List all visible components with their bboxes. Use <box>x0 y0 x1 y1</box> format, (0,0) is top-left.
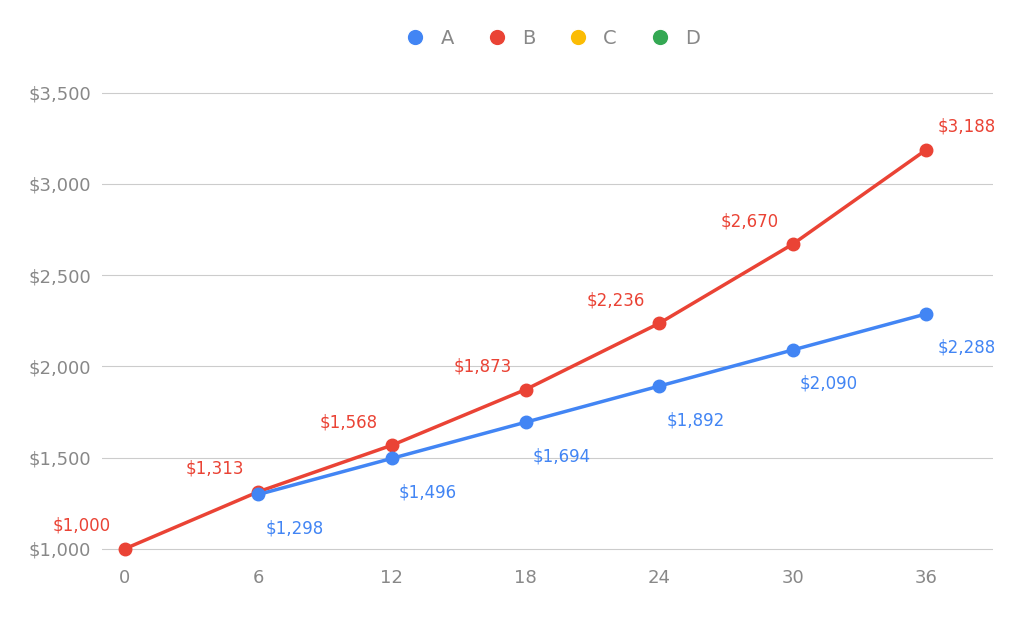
Text: $1,873: $1,873 <box>454 358 512 376</box>
Text: $1,313: $1,313 <box>186 460 245 478</box>
Text: $1,568: $1,568 <box>319 414 378 432</box>
Text: $2,670: $2,670 <box>721 212 779 230</box>
Text: $1,496: $1,496 <box>399 484 457 502</box>
Legend: A, B, C, D: A, B, C, D <box>388 21 708 56</box>
Text: $1,892: $1,892 <box>667 411 724 429</box>
Text: $3,188: $3,188 <box>938 118 995 136</box>
Text: $2,236: $2,236 <box>587 291 645 309</box>
Text: $1,298: $1,298 <box>265 520 324 538</box>
Text: $2,288: $2,288 <box>938 339 995 357</box>
Text: $1,694: $1,694 <box>532 447 591 465</box>
Text: $1,000: $1,000 <box>52 517 111 535</box>
Text: $2,090: $2,090 <box>800 375 858 393</box>
